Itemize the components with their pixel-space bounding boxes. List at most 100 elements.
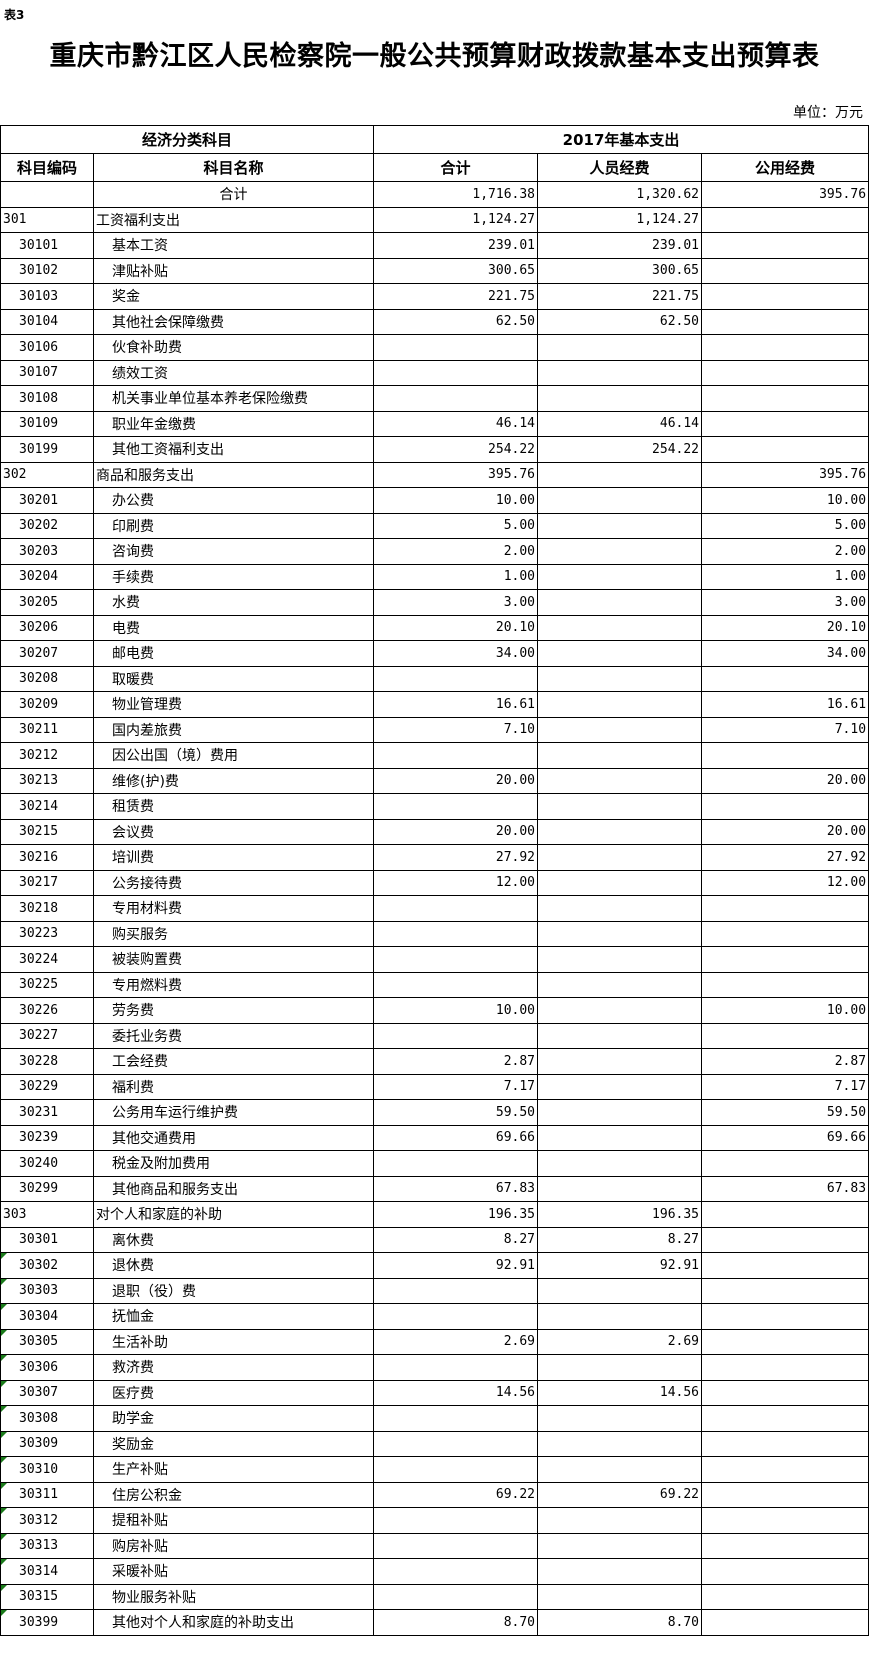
cell-public[interactable]	[701, 283, 869, 310]
cell-personnel[interactable]	[537, 512, 703, 539]
cell-public[interactable]	[701, 1303, 869, 1330]
cell-total[interactable]: 1,716.38	[373, 181, 539, 208]
cell-personnel[interactable]	[537, 1073, 703, 1100]
cell-total[interactable]: 69.66	[373, 1124, 539, 1151]
cell-total[interactable]: 2.87	[373, 1048, 539, 1075]
cell-personnel[interactable]	[537, 1558, 703, 1585]
cell-code[interactable]: 30216	[0, 844, 94, 871]
cell-personnel[interactable]	[537, 920, 703, 947]
cell-public[interactable]	[701, 206, 869, 233]
cell-name[interactable]: 退休费	[92, 1252, 375, 1279]
cell-total[interactable]: 395.76	[373, 461, 539, 488]
cell-personnel[interactable]	[537, 971, 703, 998]
cell-name[interactable]: 会议费	[92, 818, 375, 845]
cell-total[interactable]: 1.00	[373, 563, 539, 590]
cell-personnel[interactable]	[537, 614, 703, 641]
cell-total[interactable]: 59.50	[373, 1099, 539, 1126]
cell-public[interactable]	[701, 1328, 869, 1355]
cell-total[interactable]: 20.00	[373, 818, 539, 845]
cell-personnel[interactable]: 221.75	[537, 283, 703, 310]
cell-personnel[interactable]	[537, 1303, 703, 1330]
cell-name[interactable]: 租赁费	[92, 793, 375, 820]
cell-name[interactable]: 住房公积金	[92, 1481, 375, 1508]
cell-personnel[interactable]: 196.35	[537, 1201, 703, 1228]
cell-total[interactable]	[373, 1277, 539, 1304]
cell-name[interactable]: 工资福利支出	[92, 206, 375, 233]
cell-personnel[interactable]: 69.22	[537, 1481, 703, 1508]
cell-code[interactable]: 30107	[0, 359, 94, 386]
cell-code[interactable]: 30103	[0, 283, 94, 310]
cell-code[interactable]: 30206	[0, 614, 94, 641]
cell-name[interactable]: 合计	[92, 181, 375, 208]
cell-public[interactable]: 67.83	[701, 1175, 869, 1202]
cell-personnel[interactable]: 1,320.62	[537, 181, 703, 208]
cell-personnel[interactable]	[537, 691, 703, 718]
cell-personnel[interactable]	[537, 589, 703, 616]
cell-name[interactable]: 提租补贴	[92, 1507, 375, 1534]
cell-name[interactable]: 奖励金	[92, 1430, 375, 1457]
cell-personnel[interactable]	[537, 1507, 703, 1534]
cell-total[interactable]	[373, 385, 539, 412]
cell-name[interactable]: 福利费	[92, 1073, 375, 1100]
cell-code[interactable]: 30299	[0, 1175, 94, 1202]
cell-name[interactable]: 助学金	[92, 1405, 375, 1432]
cell-public[interactable]: 3.00	[701, 589, 869, 616]
cell-name[interactable]: 救济费	[92, 1354, 375, 1381]
cell-total[interactable]	[373, 1532, 539, 1559]
cell-code[interactable]: 30239	[0, 1124, 94, 1151]
cell-public[interactable]	[701, 971, 869, 998]
cell-personnel[interactable]: 46.14	[537, 410, 703, 437]
cell-code[interactable]: 30205	[0, 589, 94, 616]
cell-total[interactable]: 46.14	[373, 410, 539, 437]
cell-code[interactable]: 30213	[0, 767, 94, 794]
cell-public[interactable]	[701, 1456, 869, 1483]
cell-public[interactable]: 1.00	[701, 563, 869, 590]
cell-code[interactable]: 30311	[0, 1481, 94, 1508]
cell-code[interactable]: 30224	[0, 946, 94, 973]
cell-public[interactable]	[701, 257, 869, 284]
cell-personnel[interactable]	[537, 563, 703, 590]
cell-code[interactable]: 30306	[0, 1354, 94, 1381]
cell-total[interactable]: 10.00	[373, 487, 539, 514]
cell-code[interactable]	[0, 181, 94, 208]
cell-total[interactable]	[373, 1558, 539, 1585]
cell-code[interactable]: 30226	[0, 997, 94, 1024]
cell-total[interactable]: 8.70	[373, 1609, 539, 1636]
cell-code[interactable]: 303	[0, 1201, 94, 1228]
cell-personnel[interactable]	[537, 1175, 703, 1202]
cell-code[interactable]: 30315	[0, 1583, 94, 1610]
cell-code[interactable]: 30229	[0, 1073, 94, 1100]
cell-public[interactable]: 10.00	[701, 997, 869, 1024]
cell-total[interactable]: 20.00	[373, 767, 539, 794]
cell-total[interactable]	[373, 895, 539, 922]
cell-personnel[interactable]: 14.56	[537, 1379, 703, 1406]
cell-name[interactable]: 邮电费	[92, 640, 375, 667]
cell-public[interactable]	[701, 665, 869, 692]
cell-personnel[interactable]: 8.70	[537, 1609, 703, 1636]
cell-code[interactable]: 30218	[0, 895, 94, 922]
cell-public[interactable]: 59.50	[701, 1099, 869, 1126]
cell-total[interactable]	[373, 1303, 539, 1330]
cell-public[interactable]	[701, 1532, 869, 1559]
cell-name[interactable]: 被装购置费	[92, 946, 375, 973]
cell-total[interactable]: 196.35	[373, 1201, 539, 1228]
cell-name[interactable]: 工会经费	[92, 1048, 375, 1075]
cell-name[interactable]: 委托业务费	[92, 1022, 375, 1049]
cell-personnel[interactable]	[537, 359, 703, 386]
cell-total[interactable]	[373, 1354, 539, 1381]
cell-name[interactable]: 国内差旅费	[92, 716, 375, 743]
cell-public[interactable]	[701, 1558, 869, 1585]
cell-total[interactable]	[373, 920, 539, 947]
cell-total[interactable]: 8.27	[373, 1226, 539, 1253]
cell-name[interactable]: 因公出国（境）费用	[92, 742, 375, 769]
cell-total[interactable]	[373, 1150, 539, 1177]
cell-public[interactable]: 12.00	[701, 869, 869, 896]
cell-code[interactable]: 30209	[0, 691, 94, 718]
cell-name[interactable]: 生活补助	[92, 1328, 375, 1355]
cell-public[interactable]	[701, 742, 869, 769]
cell-public[interactable]	[701, 1405, 869, 1432]
cell-name[interactable]: 离休费	[92, 1226, 375, 1253]
cell-code[interactable]: 30304	[0, 1303, 94, 1330]
cell-name[interactable]: 奖金	[92, 283, 375, 310]
cell-personnel[interactable]	[537, 640, 703, 667]
